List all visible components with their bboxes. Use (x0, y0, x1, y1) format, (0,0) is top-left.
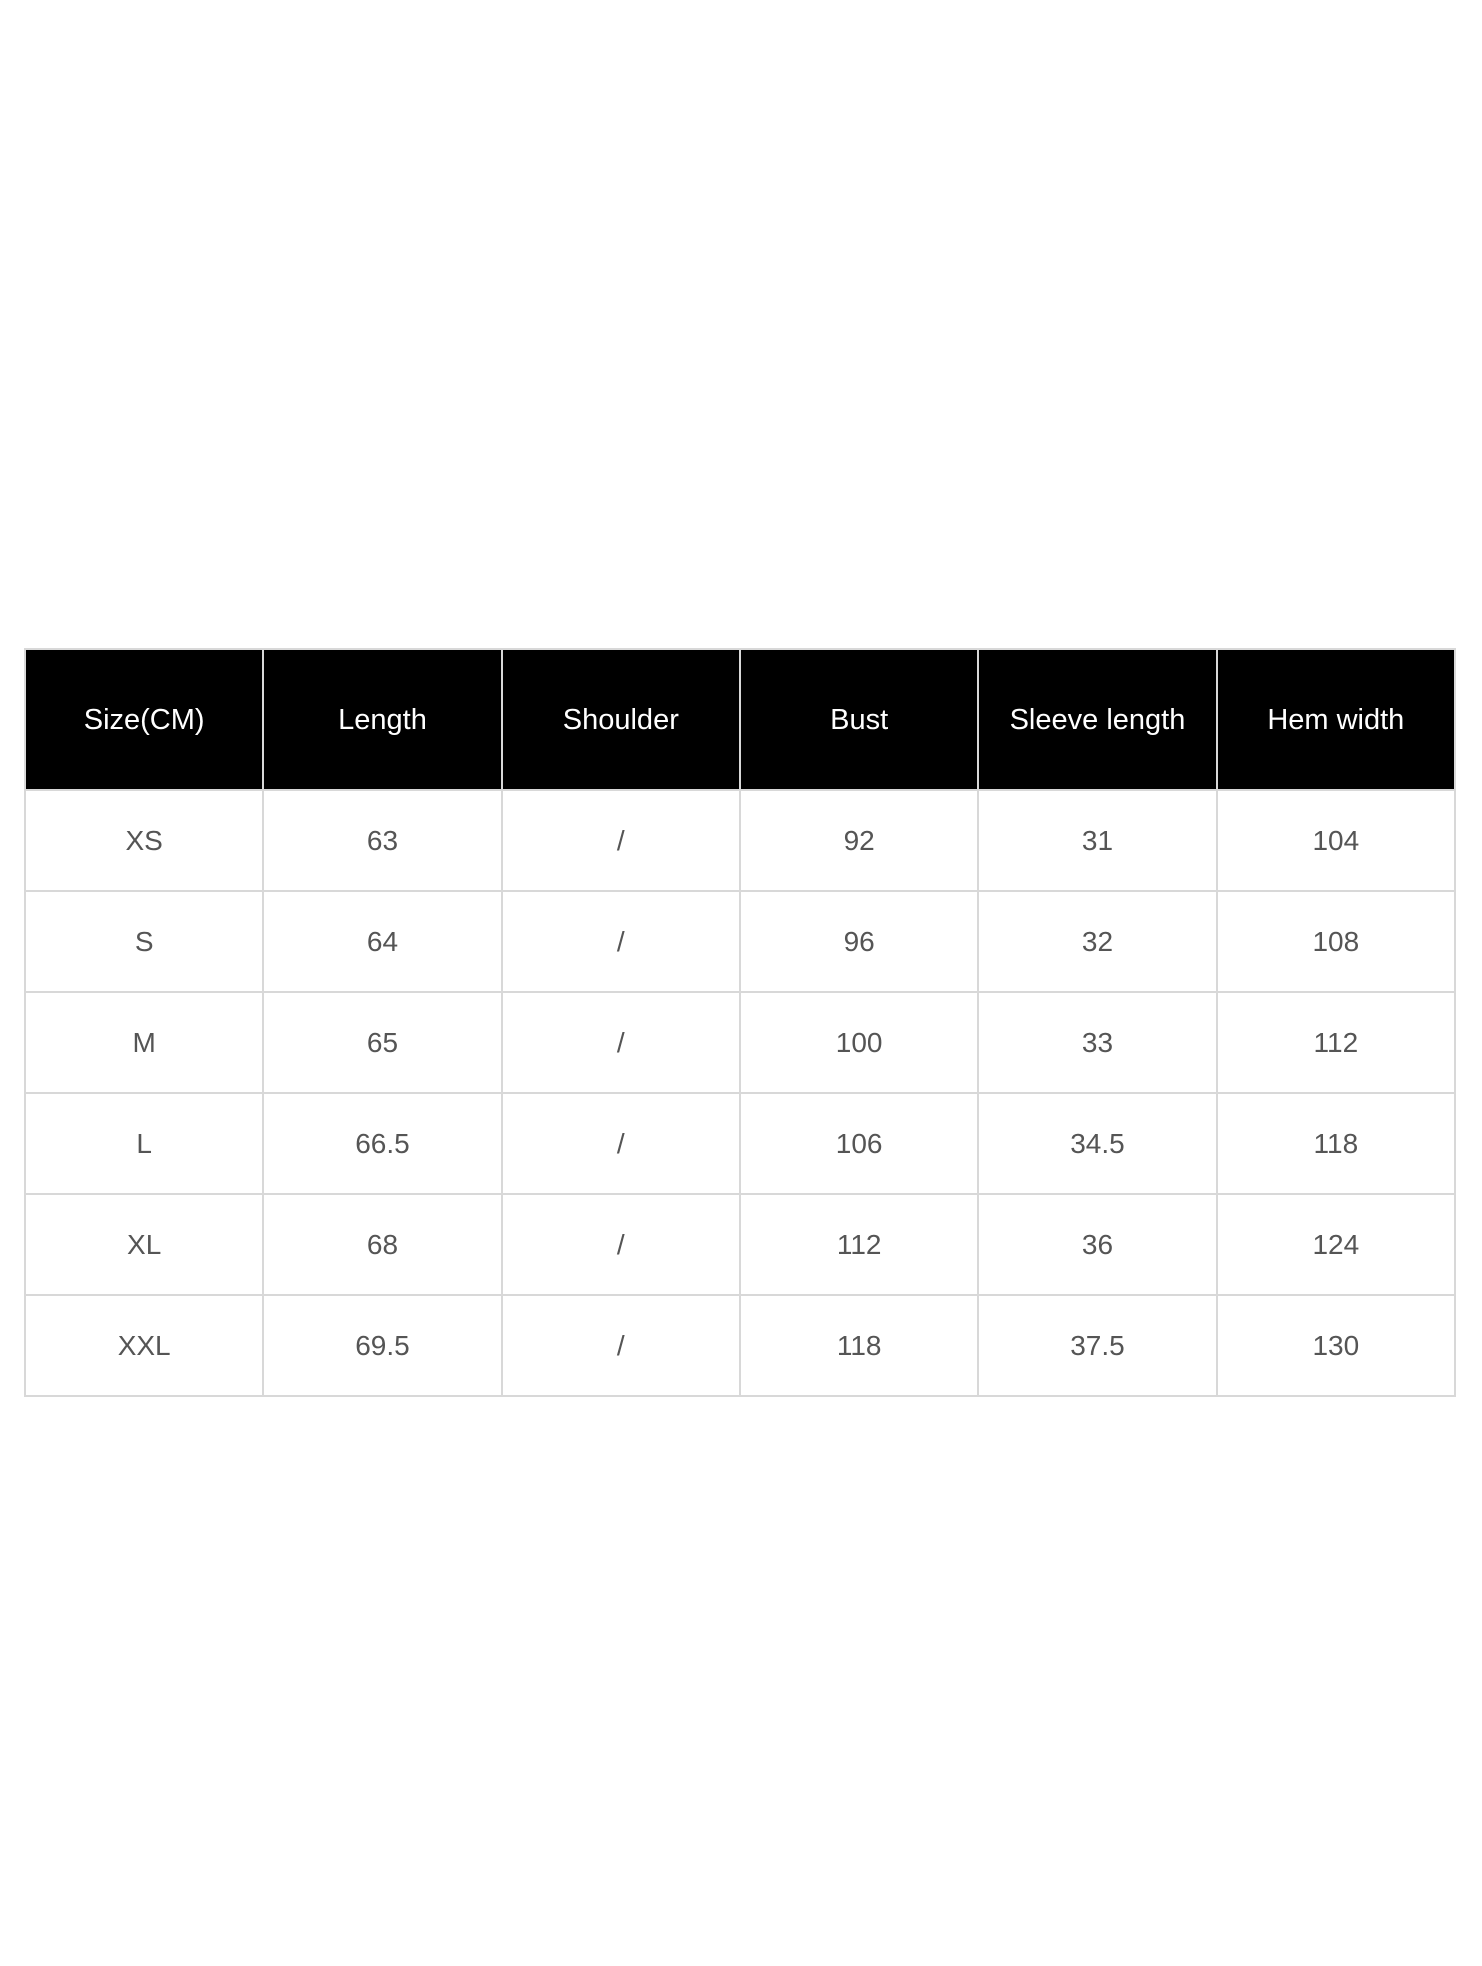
table-cell: 34.5 (977, 1092, 1218, 1195)
header-sleeve-length: Sleeve length (977, 648, 1218, 791)
table-cell: 64 (262, 890, 503, 993)
table-cell: / (500, 789, 741, 892)
table-cell: / (500, 991, 741, 1094)
header-row: Size(CM) Length Shoulder Bust Sleeve len… (23, 648, 1457, 791)
table-cell: 69.5 (262, 1294, 503, 1397)
table-cell: 36 (977, 1193, 1218, 1296)
table-cell: 118 (1215, 1092, 1457, 1195)
table-cell: 124 (1215, 1193, 1457, 1296)
table-cell: / (500, 890, 741, 993)
header-length: Length (262, 648, 503, 791)
size-chart-table: Size(CM) Length Shoulder Bust Sleeve len… (23, 648, 1457, 1397)
header-shoulder: Shoulder (500, 648, 741, 791)
table-row: L 66.5/106 34.5 118 (23, 1092, 1457, 1195)
table-cell: S (23, 890, 265, 993)
table-cell: 112 (738, 1193, 980, 1296)
header-bust: Bust (738, 648, 980, 791)
table-cell: M (23, 991, 265, 1094)
table-cell: 106 (738, 1092, 980, 1195)
table-cell: L (23, 1092, 265, 1195)
table-cell: XS (23, 789, 265, 892)
table-cell: 31 (977, 789, 1218, 892)
table-cell: XXL (23, 1294, 265, 1397)
table-row: XXL 69.5/118 37.5 130 (23, 1294, 1457, 1397)
table-cell: 32 (977, 890, 1218, 993)
table-cell: 68 (262, 1193, 503, 1296)
table-cell: 66.5 (262, 1092, 503, 1195)
table-cell: 112 (1215, 991, 1457, 1094)
table-cell: 92 (738, 789, 980, 892)
table-cell: 37.5 (977, 1294, 1218, 1397)
table-cell: 33 (977, 991, 1218, 1094)
table-row: XS 63/92 31 104 (23, 789, 1457, 892)
table-cell: 118 (738, 1294, 980, 1397)
table-cell: / (500, 1193, 741, 1296)
table-cell: / (500, 1092, 741, 1195)
table-cell: XL (23, 1193, 265, 1296)
header-hem-width: Hem width (1215, 648, 1457, 791)
table-cell: 65 (262, 991, 503, 1094)
table-cell: / (500, 1294, 741, 1397)
table-row: XL 68/112 36 124 (23, 1193, 1457, 1296)
table-cell: 100 (738, 991, 980, 1094)
table-cell: 104 (1215, 789, 1457, 892)
table-cell: 96 (738, 890, 980, 993)
header-size: Size(CM) (23, 648, 265, 791)
table-cell: 130 (1215, 1294, 1457, 1397)
table-row: M 65/100 33 112 (23, 991, 1457, 1094)
table-cell: 108 (1215, 890, 1457, 993)
table-row: S 64/96 32 108 (23, 890, 1457, 993)
table-cell: 63 (262, 789, 503, 892)
